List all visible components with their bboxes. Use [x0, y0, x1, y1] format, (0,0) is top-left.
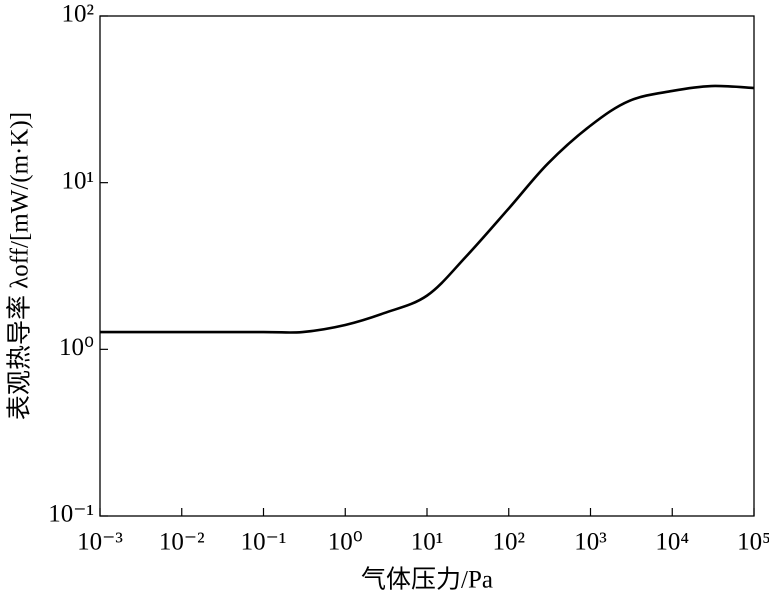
- y-tick-label: 10⁰: [59, 334, 94, 361]
- x-tick-label: 10⁻²: [159, 529, 205, 556]
- x-tick-label: 10⁻³: [77, 529, 123, 556]
- x-tick-label: 10⁵: [737, 529, 769, 556]
- plot-frame: [99, 15, 755, 517]
- y-tick-label: 10⁻¹: [48, 501, 94, 528]
- x-tick-label: 10⁴: [655, 529, 689, 556]
- y-axis-label: 表观热导率 λoff/[mW/(m·K)]: [6, 112, 34, 420]
- x-tick-label: 10⁰: [328, 529, 363, 556]
- x-tick-label: 10²: [493, 529, 526, 556]
- x-tick-label: 10⁻¹: [241, 529, 287, 556]
- x-axis-label: 气体压力/Pa: [361, 566, 493, 594]
- y-tick-label: 10¹: [62, 167, 95, 194]
- x-tick-label: 10³: [574, 529, 607, 556]
- data-line: [100, 84, 755, 334]
- y-tick-label: 10²: [62, 1, 95, 28]
- x-tick-label: 10¹: [411, 529, 444, 556]
